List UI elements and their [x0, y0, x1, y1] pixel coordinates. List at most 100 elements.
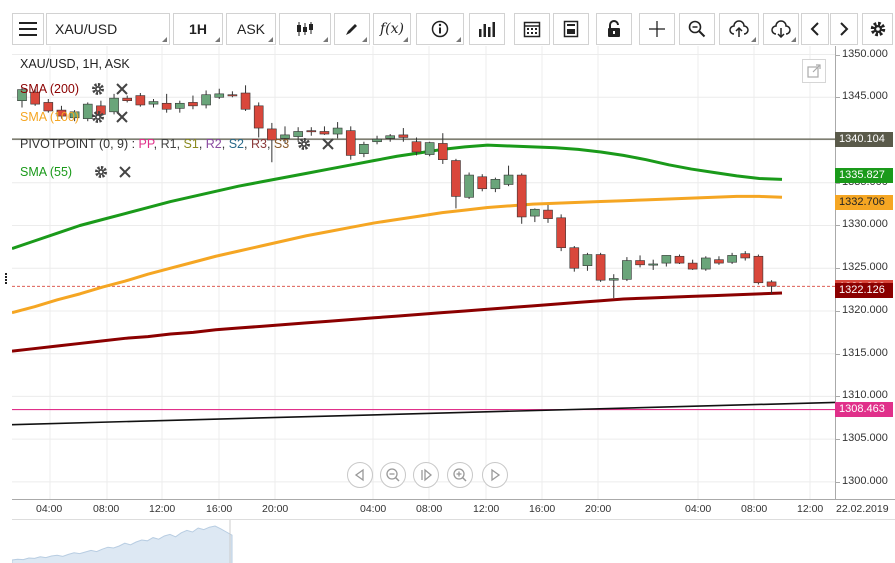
zoom-button[interactable] [679, 13, 715, 45]
candle-body [161, 102, 172, 110]
sma55-line [12, 143, 783, 250]
gear-icon[interactable] [297, 137, 311, 151]
volume-button[interactable] [469, 13, 505, 45]
candle-body [345, 130, 356, 156]
time-tick-label: 08:00 [416, 503, 443, 515]
candle-body [332, 127, 343, 135]
template-button[interactable] [553, 13, 589, 45]
menu-icon [19, 22, 37, 36]
candle-body [359, 143, 369, 154]
candle-body [530, 208, 540, 217]
price-axis[interactable]: 1350.0001345.0001340.0001335.0001330.000… [835, 46, 895, 499]
candle-body [648, 263, 659, 266]
price-tick-label: 1315.000 [842, 346, 888, 359]
close-icon[interactable] [118, 165, 132, 179]
calendar-button[interactable] [514, 13, 550, 45]
candle-body [740, 253, 751, 259]
candle-up [359, 141, 369, 158]
indicators-button[interactable]: f(x) [373, 13, 411, 45]
time-tick-label: 08:00 [93, 503, 120, 515]
pivot-part-label: , [244, 137, 251, 151]
time-axis[interactable]: 04:00 08:00 12:00 16:00 20:00 04:00 08:00 12:00… [12, 499, 895, 519]
zoom-in-button[interactable] [447, 462, 473, 488]
candle-down [161, 93, 172, 113]
candle-up [608, 274, 619, 299]
sma200-line [12, 291, 783, 353]
price-tick-mark [836, 353, 840, 355]
candle-body [516, 174, 527, 218]
price-tick-label: 1305.000 [842, 432, 888, 445]
price-chart[interactable] [12, 46, 835, 499]
prev-button[interactable] [801, 13, 829, 45]
candle-down [135, 93, 146, 107]
menu-button[interactable] [12, 13, 44, 45]
info-button[interactable] [416, 13, 464, 45]
gear-icon[interactable] [91, 110, 105, 124]
candle-up [582, 252, 593, 271]
scroll-right-button[interactable] [482, 462, 508, 488]
candle-up [293, 127, 303, 142]
lock-icon [608, 20, 620, 37]
symbol-selector[interactable]: XAU/USD [46, 13, 170, 45]
reset-icon [421, 468, 433, 482]
time-tick-label: 08:00 [741, 503, 768, 515]
candle-down [240, 85, 251, 111]
chart-type-button[interactable] [279, 13, 331, 45]
upload-button[interactable] [719, 13, 759, 45]
candle-down [345, 126, 356, 160]
candle-down [122, 95, 132, 103]
close-icon[interactable] [115, 82, 129, 96]
close-icon[interactable] [115, 110, 129, 124]
download-button[interactable] [763, 13, 799, 45]
settings-icon [870, 21, 885, 37]
reset-zoom-button[interactable] [413, 462, 439, 488]
draw-icon [346, 24, 357, 35]
pivot-part-label: S2 [228, 137, 244, 151]
candle-up [700, 256, 711, 271]
next-button[interactable] [830, 13, 858, 45]
candle-up [648, 259, 659, 270]
candle-down [30, 88, 40, 106]
candle-body [766, 281, 777, 287]
price-tick-label: 1325.000 [842, 261, 888, 274]
zoom-out-button[interactable] [380, 462, 406, 488]
left-resize-handle[interactable] [5, 272, 9, 288]
price-tag: 1335.827 [835, 168, 893, 184]
gear-icon[interactable] [94, 165, 108, 179]
gear-icon[interactable] [91, 82, 105, 96]
timeframe-selector[interactable]: 1H [173, 13, 223, 45]
navigator[interactable] [11, 519, 895, 563]
legend-sma55-label: SMA (55) [20, 165, 73, 179]
price-tick-mark [836, 225, 840, 227]
lock-button[interactable] [596, 13, 632, 45]
time-tick-label: 16:00 [206, 503, 233, 515]
draw-button[interactable] [334, 13, 370, 45]
price-tick-mark [836, 481, 840, 483]
next-icon [840, 22, 849, 36]
price-tick-mark [836, 97, 840, 99]
prev-icon [810, 22, 819, 36]
settings-button[interactable] [862, 13, 893, 45]
candle-body [293, 131, 303, 137]
candle-down [635, 255, 645, 268]
candle-down [543, 204, 553, 223]
crosshair-button[interactable] [639, 13, 675, 45]
scroll-left-button[interactable] [347, 462, 373, 488]
pivot-part-label: , [266, 137, 274, 151]
price-type-selector[interactable]: ASK [226, 13, 276, 45]
time-tick-label: 12:00 [149, 503, 176, 515]
candle-body [385, 135, 396, 139]
price-type-label: ASK [236, 21, 265, 37]
price-tick-mark [836, 396, 840, 398]
toolbar: XAU/USD 1H ASK f(x) [0, 0, 895, 46]
time-tick-label: 04:00 [685, 503, 712, 515]
candle-down [437, 133, 448, 164]
time-tick-label: 04:00 [36, 503, 63, 515]
candle-body [464, 174, 474, 198]
price-tick-label: 1345.000 [842, 90, 888, 103]
candle-down [516, 173, 527, 224]
close-icon[interactable] [321, 137, 335, 151]
candle-body [214, 93, 225, 98]
expand-chart-button[interactable] [802, 59, 826, 83]
candle-body [109, 97, 119, 113]
